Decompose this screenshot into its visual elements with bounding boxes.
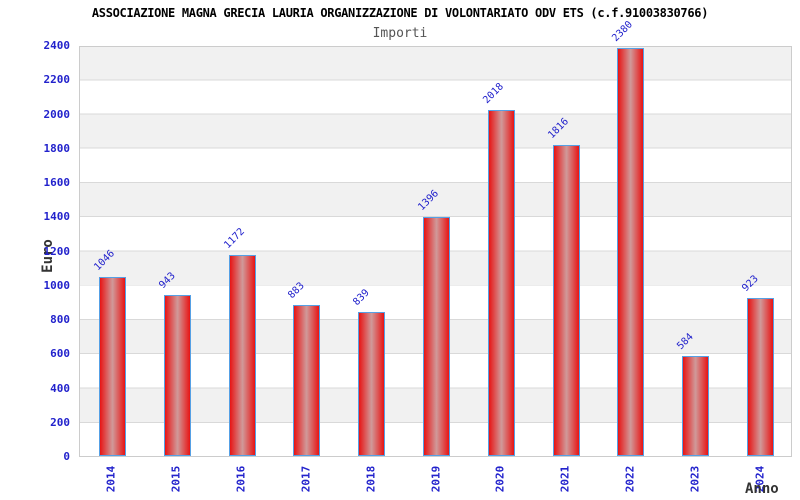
bar-value-label-2021: 1816 [545, 116, 571, 142]
x-tick-label-2020: 2020 [493, 465, 507, 493]
x-tick-label-2019: 2019 [429, 465, 442, 493]
bar-value-label-2019: 1396 [416, 188, 442, 213]
chart-subtitle: Importi [372, 26, 428, 41]
y-tick-label-400: 400 [50, 381, 70, 395]
y-tick-label-800: 800 [50, 313, 70, 326]
bar-2021 [552, 145, 580, 456]
y-tick-label-1600: 1600 [43, 176, 71, 189]
bar-value-label-2018: 839 [351, 287, 372, 309]
y-tick-label-0: 0 [63, 450, 70, 463]
plot-area: 1046 943 1172 883 839 1396 2018 1816 2380 584 923 [79, 20, 792, 457]
x-tick-label-2016: 2016 [234, 465, 248, 493]
y-tick-label-1200: 1200 [43, 244, 71, 258]
x-tick-label-2023: 2023 [688, 465, 702, 493]
x-tick-label-2017: 2017 [299, 465, 313, 493]
x-tick-label-2015: 2015 [169, 465, 183, 493]
bar-2016 [228, 255, 256, 456]
x-tick-label-2018: 2018 [364, 465, 378, 493]
bar-value-label-2016: 1172 [221, 226, 247, 252]
y-tick-label-200: 200 [50, 415, 70, 429]
bar-value-label-2014: 1046 [92, 248, 117, 273]
bar-value-label-2017: 883 [286, 280, 308, 301]
y-tick-label-2200: 2200 [43, 73, 71, 87]
bar-value-label-2024: 923 [740, 273, 761, 294]
y-tick-label-2400: 2400 [43, 39, 71, 52]
y-tick-label-1000: 1000 [43, 278, 71, 292]
y-tick-label-1400: 1400 [43, 210, 71, 224]
bar-2022 [617, 48, 645, 456]
y-tick-label-2000: 2000 [43, 107, 71, 121]
y-tick-label-600: 600 [50, 347, 70, 361]
bar-value-label-2015: 943 [156, 269, 178, 291]
bar-2023 [682, 356, 710, 456]
bar-2015 [163, 294, 191, 456]
y-tick-label-1800: 1800 [43, 141, 71, 155]
bar-2020 [487, 110, 515, 456]
chart-title: ASSOCIAZIONE MAGNA GRECIA LAURIA ORGANIZ… [91, 6, 709, 20]
x-tick-label-2021: 2021 [558, 465, 572, 493]
bar-2024 [747, 297, 775, 456]
bar-2017 [293, 304, 321, 456]
x-tick-label-2022: 2022 [623, 465, 637, 493]
x-axis-title: Anno [745, 481, 779, 497]
bar-value-label-2023: 584 [675, 331, 697, 352]
bar-value-label-2020: 2018 [481, 81, 506, 107]
x-tick-label-2014: 2014 [104, 465, 118, 493]
bar-2019 [423, 216, 450, 456]
bar-2018 [358, 312, 386, 456]
bar-2014 [98, 276, 126, 456]
